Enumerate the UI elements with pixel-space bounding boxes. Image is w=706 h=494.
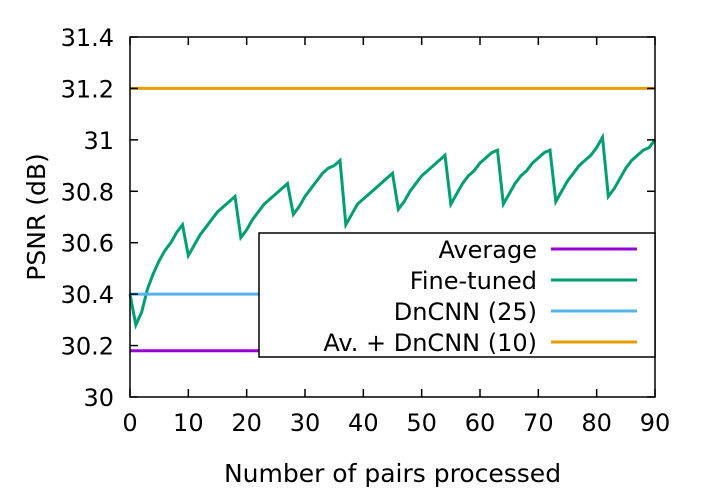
- y-tick-label: 31.4: [61, 24, 114, 52]
- ticks-layer: 0 10 20 30 40 50 60 70 80 90 30 30.2 30.4 30.6 30.8 31 3…: [61, 24, 671, 437]
- x-axis-label: Number of pairs processed: [224, 459, 561, 488]
- legend-label: Average: [438, 236, 537, 264]
- plot-frame: [129, 36, 656, 398]
- series-line-1: [128, 132, 657, 330]
- legend-label: Av. + DnCNN (10): [323, 329, 537, 357]
- legend-label: Fine-tuned: [410, 267, 537, 295]
- x-tick-label: 70: [523, 409, 554, 437]
- y-tick-label: 30.6: [61, 230, 114, 258]
- y-tick-label: 30.2: [61, 333, 114, 361]
- x-tick-label: 0: [122, 409, 137, 437]
- legend-label: DnCNN (25): [394, 298, 537, 326]
- y-tick-label: 30: [83, 384, 114, 412]
- legend-box: [258, 232, 656, 358]
- y-axis-label: PSNR (dB): [22, 153, 51, 281]
- y-tick-label: 30.4: [61, 281, 114, 309]
- y-tick-label: 31: [83, 127, 114, 155]
- legend: Average Fine-tuned DnCNN (25) Av. + DnCNN (…: [258, 232, 656, 358]
- x-tick-label: 90: [640, 409, 671, 437]
- x-tick-label: 10: [173, 409, 204, 437]
- y-tick-label: 31.2: [61, 75, 114, 103]
- x-tick-label: 40: [348, 409, 379, 437]
- x-tick-label: 50: [406, 409, 437, 437]
- x-tick-label: 60: [465, 409, 496, 437]
- y-tick-label: 30.8: [61, 178, 114, 206]
- x-tick-label: 30: [290, 409, 321, 437]
- x-tick-label: 20: [231, 409, 262, 437]
- x-tick-label: 80: [581, 409, 612, 437]
